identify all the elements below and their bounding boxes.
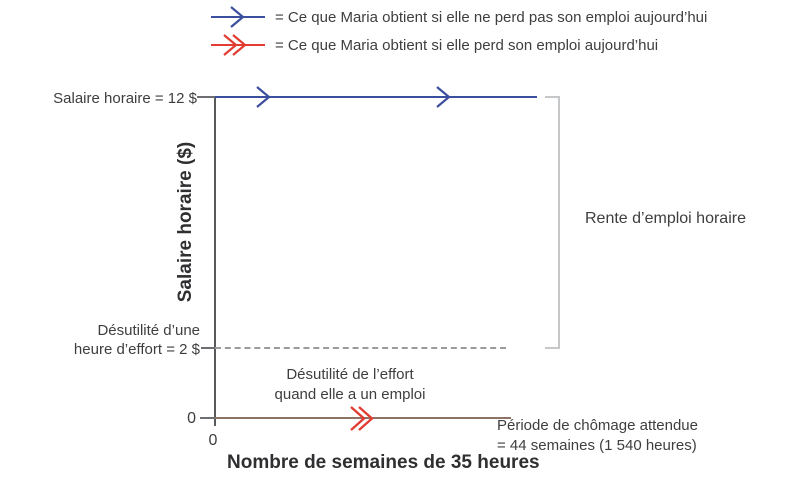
employment-rent-label: Rente d’emploi horaire <box>585 210 746 227</box>
legend-item: = Ce que Maria obtient si elle perd son … <box>210 32 707 58</box>
legend-item-label: = Ce que Maria obtient si elle ne perd p… <box>275 8 708 26</box>
blue-single-chevron-arrow-icon <box>210 4 266 30</box>
zero-tick <box>200 417 215 419</box>
zero-x-label: 0 <box>208 432 218 449</box>
x-axis-title: Nombre de semaines de 35 heures <box>227 452 540 473</box>
red-double-chevron-arrow-icon <box>210 32 266 58</box>
legend-item: = Ce que Maria obtient si elle ne perd p… <box>210 4 707 30</box>
disutility-label-line2: heure d’effort = 2 $ <box>73 341 200 358</box>
effort-disutility-label-line1: Désutilité de l’effort <box>286 366 414 383</box>
unemployment-period-label: Période de chômage attendue = 44 semaine… <box>497 416 698 456</box>
effort-disutility-label: Désutilité de l’effort quand elle a un e… <box>266 365 434 405</box>
chevron-right-icon <box>253 84 273 110</box>
disutility-label: Désutilité d’une heure d’effort = 2 $ <box>36 321 200 359</box>
disutility-dashed-line <box>215 347 506 349</box>
unemployment-period-label-line2: = 44 semaines (1 540 heures) <box>497 437 697 454</box>
wage-tick <box>197 96 215 98</box>
y-axis-line <box>214 96 216 426</box>
employment-rent-bracket <box>545 96 560 349</box>
legend: = Ce que Maria obtient si elle ne perd p… <box>210 4 707 60</box>
disutility-tick <box>201 347 215 349</box>
zero-y-label: 0 <box>187 410 196 427</box>
double-chevron-right-icon <box>347 404 377 433</box>
wage-line <box>215 96 537 98</box>
wage-line-label: Salaire horaire = 12 $ <box>53 90 197 107</box>
unemployment-period-label-line1: Période de chômage attendue <box>497 417 698 434</box>
chevron-right-icon <box>433 84 453 110</box>
effort-disutility-label-line2: quand elle a un emploi <box>274 386 426 403</box>
disutility-label-line1: Désutilité d’une <box>97 322 200 339</box>
legend-item-label: = Ce que Maria obtient si elle perd son … <box>275 36 659 54</box>
y-axis-title: Salaire horaire ($) <box>175 141 196 303</box>
